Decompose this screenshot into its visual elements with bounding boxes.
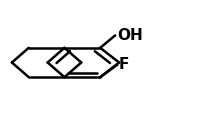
Text: F: F bbox=[119, 58, 130, 72]
Text: OH: OH bbox=[117, 28, 143, 43]
